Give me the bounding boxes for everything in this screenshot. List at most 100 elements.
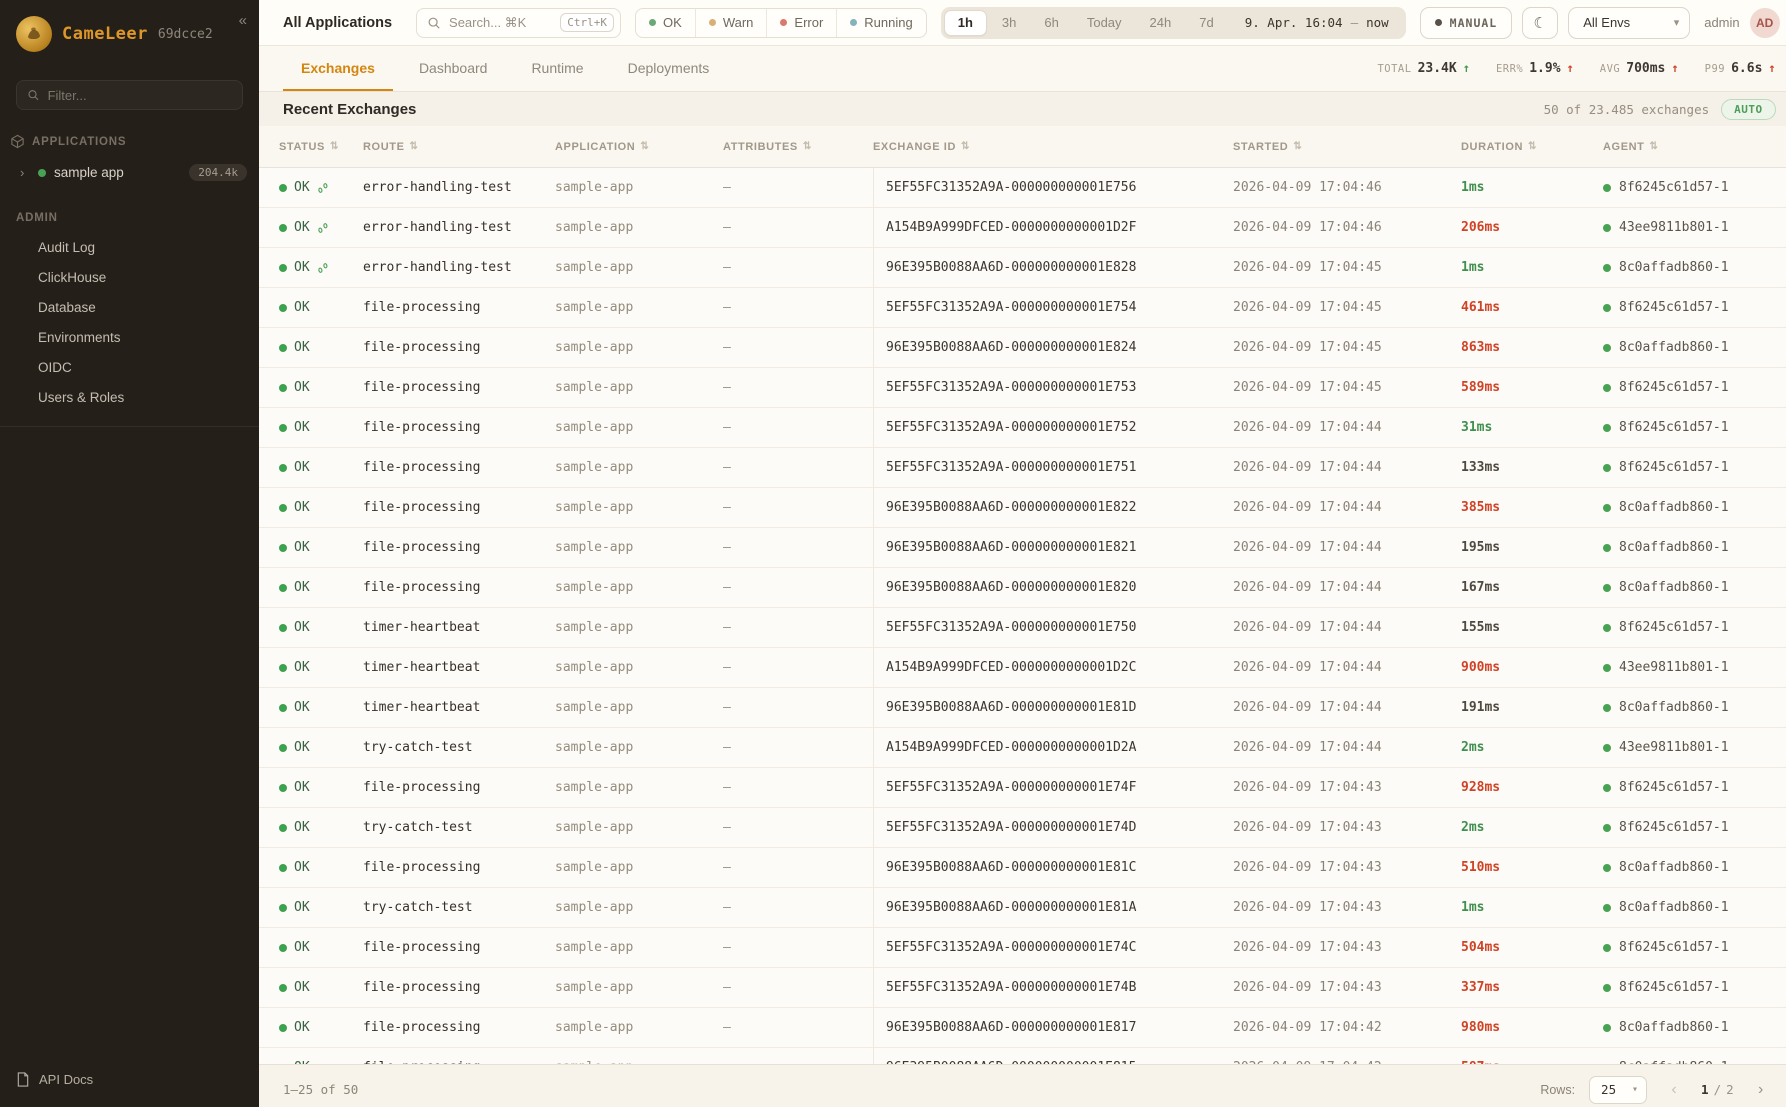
time-range-button[interactable]: 3h — [1001, 15, 1017, 30]
dark-mode-toggle[interactable]: ☾ — [1522, 6, 1559, 39]
tab[interactable]: Exchanges — [283, 46, 393, 91]
agent-status-dot — [1603, 303, 1611, 312]
tab[interactable]: Dashboard — [418, 59, 488, 76]
column-header[interactable]: EXCHANGE ID ⇅ — [873, 141, 1233, 153]
tab[interactable]: Deployments — [627, 59, 710, 76]
status-filter-chip[interactable]: Warn — [696, 8, 768, 37]
table-row[interactable]: OK file-processing sample-app — 96E39 — [259, 1008, 1786, 1048]
table-row[interactable]: OK file-processing sample-app — 5EF55 — [259, 968, 1786, 1008]
sort-icon[interactable]: ⇅ — [802, 141, 812, 152]
tab[interactable]: Runtime — [531, 59, 584, 76]
table-row[interactable]: OK file-processing sample-app — 96E39 — [259, 528, 1786, 568]
table-row[interactable]: OK try-catch-test sample-app — 96E395 — [259, 888, 1786, 928]
agent-status-dot — [1603, 503, 1611, 512]
agent-label: 8f6245c61d57-1 — [1619, 300, 1729, 315]
table-row[interactable]: OK file-processing sample-app — 5EF55 — [259, 768, 1786, 808]
table-row[interactable]: OK error-handling-test sample-app — 9 — [259, 248, 1786, 288]
column-header[interactable]: STARTED ⇅ — [1233, 141, 1461, 153]
user-avatar[interactable]: AD — [1749, 7, 1780, 38]
table-row[interactable]: OK file-processing sample-app — 96E39 — [259, 488, 1786, 528]
sort-icon[interactable]: ⇅ — [1649, 141, 1659, 152]
column-header[interactable]: APPLICATION ⇅ — [555, 141, 723, 153]
status-label: OK — [294, 940, 310, 955]
time-range-button[interactable]: 24h — [1149, 15, 1172, 30]
status-filter-chip[interactable]: Running — [837, 9, 925, 37]
duration-cell: 504ms — [1461, 940, 1501, 955]
table-row[interactable]: OK file-processing sample-app — 96E39 — [259, 328, 1786, 368]
previous-page-button[interactable]: ‹ — [1671, 1080, 1677, 1098]
time-range-button[interactable]: 6h — [1044, 15, 1059, 30]
table-row[interactable]: OK file-processing sample-app — 5EF55 — [259, 448, 1786, 488]
status-label: OK — [294, 900, 310, 915]
exchange-id-cell: 96E395B0088AA6D-000000000001E817 — [873, 1008, 1233, 1047]
table-row[interactable]: OK try-catch-test sample-app — A154B9 — [259, 728, 1786, 768]
table-row[interactable]: OK file-processing sample-app — 5EF55 — [259, 368, 1786, 408]
manual-refresh-button[interactable]: MANUAL — [1419, 6, 1513, 39]
time-range-button[interactable]: Today — [1086, 15, 1122, 30]
status-ok-dot — [279, 463, 287, 472]
exchange-id-cell: 5EF55FC31352A9A-000000000001E756 — [873, 168, 1233, 207]
sort-icon[interactable]: ⇅ — [640, 141, 650, 152]
column-header[interactable]: ROUTE ⇅ — [363, 141, 555, 153]
table-row[interactable]: OK file-processing sample-app — 5EF55 — [259, 408, 1786, 448]
api-docs-link[interactable]: API Docs — [0, 1054, 259, 1107]
sidebar-admin-item[interactable]: ClickHouse — [38, 269, 107, 285]
brand-name: CameLeer — [62, 24, 148, 44]
duration-cell: 510ms — [1461, 860, 1501, 875]
auto-refresh-badge[interactable]: AUTO — [1721, 98, 1776, 120]
stat-value: 700ms — [1626, 61, 1666, 76]
column-header[interactable]: ATTRIBUTES ⇅ — [723, 141, 873, 153]
sort-icon[interactable]: ⇅ — [409, 141, 419, 152]
time-range-group: 1h 3h 6h Today 24h 7d 9. Apr. 16:04 — — [940, 6, 1406, 39]
sort-icon[interactable]: ⇅ — [1528, 141, 1538, 152]
table-row[interactable]: OK try-catch-test sample-app — 5EF55F — [259, 808, 1786, 848]
column-header[interactable]: DURATION ⇅ — [1461, 141, 1603, 153]
status-ok-dot — [279, 903, 287, 912]
sidebar-admin-item[interactable]: Users & Roles — [38, 389, 125, 405]
table-row[interactable]: OK file-processing sample-app — 96E39 — [259, 848, 1786, 888]
column-header[interactable]: STATUS ⇅ — [279, 141, 363, 153]
status-label: OK — [294, 460, 310, 475]
table-row[interactable]: OK file-processing sample-app — 96E39 — [259, 1048, 1786, 1064]
sort-icon[interactable]: ⇅ — [961, 141, 970, 152]
table-row[interactable]: OK timer-heartbeat sample-app — 96E39 — [259, 688, 1786, 728]
duration-cell: 1ms — [1461, 260, 1485, 275]
build-hash: 69dcce2 — [157, 26, 213, 42]
table-row[interactable]: OK file-processing sample-app — 96E39 — [259, 568, 1786, 608]
sidebar-admin-item[interactable]: OIDC — [38, 359, 72, 375]
time-range-button[interactable]: 1h — [943, 9, 987, 36]
section-title: Recent Exchanges — [283, 100, 417, 118]
column-header[interactable]: AGENT ⇅ — [1603, 141, 1786, 153]
time-range-display[interactable]: 9. Apr. 16:04 — now — [1229, 15, 1403, 30]
table-row[interactable]: OK timer-heartbeat sample-app — 5EF55 — [259, 608, 1786, 648]
table-row[interactable]: OK error-handling-test sample-app — A — [259, 208, 1786, 248]
table-row[interactable]: OK file-processing sample-app — 5EF55 — [259, 928, 1786, 968]
started-cell: 2026-04-09 17:04:44 — [1233, 740, 1382, 755]
status-ok-dot — [279, 943, 287, 952]
rows-per-page-select[interactable]: 25 ▾ — [1589, 1075, 1648, 1104]
next-page-button[interactable]: › — [1757, 1080, 1764, 1098]
table-row[interactable]: OK error-handling-test sample-app — 5 — [259, 168, 1786, 208]
sort-icon[interactable]: ⇅ — [329, 141, 339, 152]
environment-select[interactable]: All Envs ▾ — [1568, 6, 1691, 39]
agent-status-dot — [1603, 623, 1611, 632]
agent-label: 8f6245c61d57-1 — [1619, 380, 1729, 395]
sort-icon[interactable]: ⇅ — [1293, 141, 1303, 152]
chevron-right-icon[interactable]: › — [20, 165, 25, 180]
status-filter-chip[interactable]: Error — [767, 8, 838, 37]
status-label: OK — [294, 780, 310, 795]
sidebar-item-sample-app[interactable]: › sample app 204.4k — [0, 157, 259, 188]
sidebar-filter-box[interactable] — [16, 80, 243, 110]
attributes-cell: — — [723, 340, 731, 355]
sidebar-admin-item[interactable]: Audit Log — [38, 239, 96, 255]
sidebar-admin-item[interactable]: Database — [38, 299, 96, 315]
global-search-input[interactable]: Search... ⌘K Ctrl+K — [416, 7, 622, 38]
search-icon — [428, 17, 440, 29]
table-row[interactable]: OK timer-heartbeat sample-app — A154B — [259, 648, 1786, 688]
sidebar-collapse-icon[interactable]: « — [238, 12, 247, 29]
table-row[interactable]: OK file-processing sample-app — 5EF55 — [259, 288, 1786, 328]
status-filter-chip[interactable]: OK — [636, 8, 696, 37]
time-range-button[interactable]: 7d — [1199, 15, 1214, 30]
sidebar-filter-input[interactable] — [47, 87, 232, 103]
sidebar-admin-item[interactable]: Environments — [38, 329, 121, 345]
